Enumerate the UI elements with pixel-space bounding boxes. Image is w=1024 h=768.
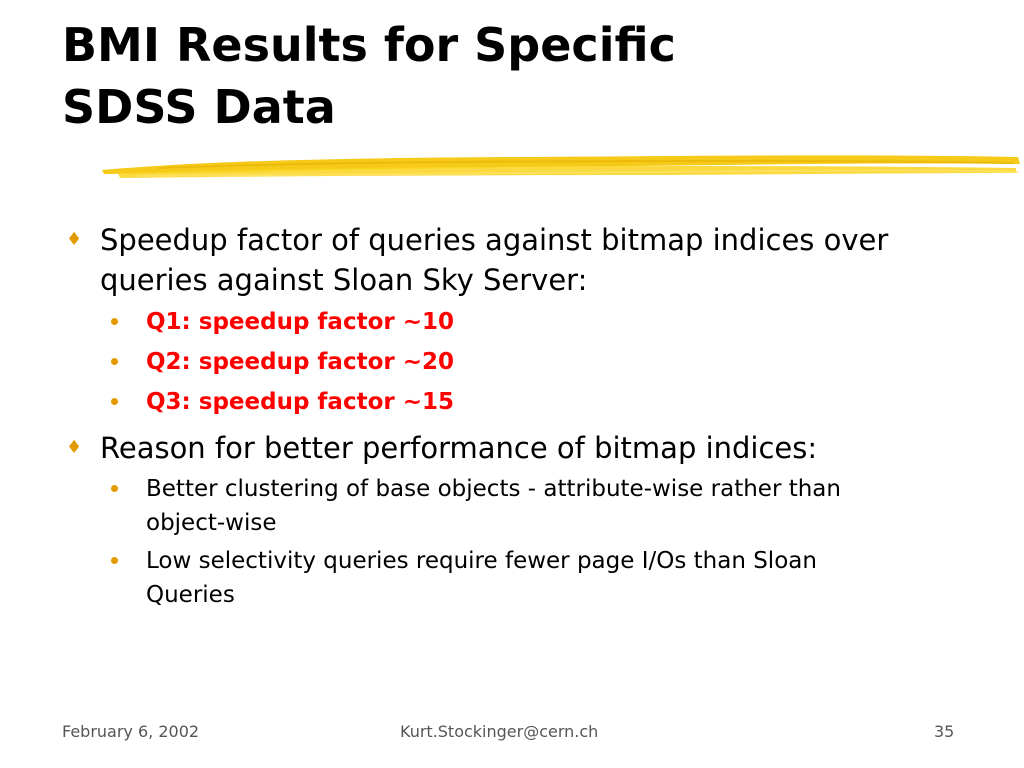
footer-date: February 6, 2002 [62, 722, 200, 741]
slide-title-line-2: SDSS Data [62, 80, 336, 134]
title-underline-brush-stroke [102, 155, 1020, 178]
footer-page-number: 35 [934, 722, 955, 741]
sub-bullet-q1: Q1: speedup factor ~10 [100, 302, 962, 342]
bullet-reason: ♦ Reason for better performance of bitma… [62, 428, 962, 468]
diamond-bullet-icon: ♦ [66, 437, 83, 458]
dot-bullet-icon [111, 358, 118, 365]
sub-bullet-clustering-line-1: Better clustering of base objects - attr… [146, 476, 841, 502]
slide-title: BMI Results for Specific SDSS Data [62, 14, 962, 138]
sub-bullet-q2-text: Q2: speedup factor ~20 [146, 349, 455, 375]
sub-bullet-q1-text: Q1: speedup factor ~10 [146, 309, 455, 335]
sub-bullet-selectivity: Low selectivity queries require fewer pa… [100, 544, 962, 612]
sub-bullet-q2: Q2: speedup factor ~20 [100, 342, 962, 382]
footer-email: Kurt.Stockinger@cern.ch [400, 722, 599, 741]
diamond-bullet-icon: ♦ [66, 229, 83, 250]
bullet-speedup-factor: ♦ Speedup factor of queries against bitm… [62, 220, 962, 300]
bullet-speedup-line-1: Speedup factor of queries against bitmap… [100, 223, 889, 257]
bullet-speedup-line-2: queries against Sloan Sky Server: [100, 263, 588, 297]
dot-bullet-icon [111, 318, 118, 325]
sub-bullet-clustering-line-2: object-wise [146, 510, 277, 536]
sub-bullet-q3: Q3: speedup factor ~15 [100, 382, 962, 422]
slide-body: ♦ Speedup factor of queries against bitm… [62, 220, 962, 612]
sub-bullet-selectivity-line-2: Queries [146, 582, 235, 608]
sub-bullet-clustering: Better clustering of base objects - attr… [100, 472, 962, 540]
dot-bullet-icon [111, 485, 118, 492]
dot-bullet-icon [111, 557, 118, 564]
dot-bullet-icon [111, 398, 118, 405]
sub-bullet-q3-text: Q3: speedup factor ~15 [146, 389, 455, 415]
sub-bullet-selectivity-line-1: Low selectivity queries require fewer pa… [146, 548, 817, 574]
bullet-reason-text: Reason for better performance of bitmap … [100, 431, 818, 465]
slide-title-line-1: BMI Results for Specific [62, 18, 676, 72]
